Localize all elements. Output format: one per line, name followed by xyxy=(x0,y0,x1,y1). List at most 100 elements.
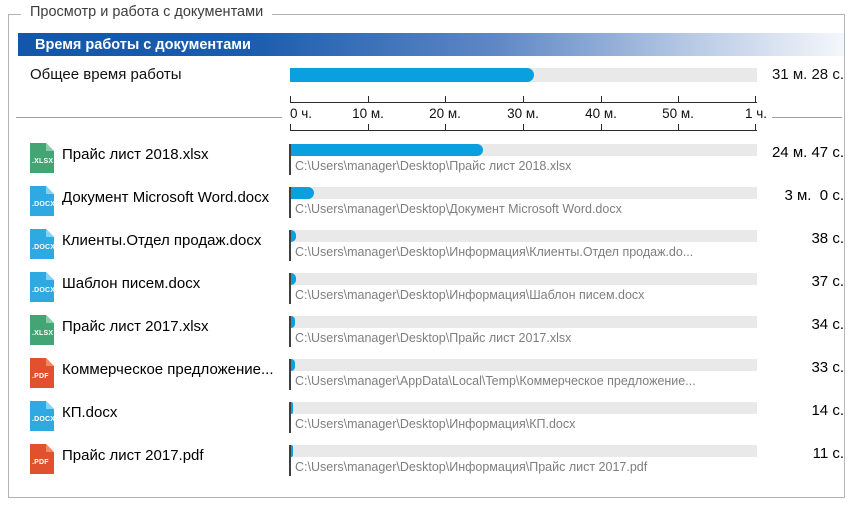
axis-tick xyxy=(445,96,446,103)
axis-tick xyxy=(523,124,524,131)
document-list: .XLSX Прайс лист 2018.xlsx C:\Users\mana… xyxy=(0,141,860,485)
axis-tick-label: 0 ч. xyxy=(290,106,313,121)
axis-zero-line xyxy=(289,359,291,390)
document-row[interactable]: .PDF Коммерческое предложение... C:\User… xyxy=(0,356,860,399)
bar-fill xyxy=(291,445,293,457)
documents-groupbox xyxy=(8,14,845,498)
axis-tick xyxy=(368,96,369,103)
axis-tick xyxy=(601,96,602,103)
document-name: Шаблон писем.docx xyxy=(62,275,201,292)
bar-track xyxy=(291,402,757,414)
file-icon-fold xyxy=(46,186,54,194)
file-type-icon: .XLSX xyxy=(30,315,54,345)
document-row[interactable]: .DOCX Документ Microsoft Word.docx C:\Us… xyxy=(0,184,860,227)
file-type-icon: .DOCX xyxy=(30,272,56,302)
file-icon-extension-label: .DOCX xyxy=(32,287,56,294)
document-row[interactable]: .DOCX КП.docx C:\Users\manager\Desktop\И… xyxy=(0,399,860,442)
document-row[interactable]: .DOCX Шаблон писем.docx C:\Users\manager… xyxy=(0,270,860,313)
bar-fill xyxy=(291,359,295,371)
file-type-icon: .DOCX xyxy=(30,186,56,216)
axis-tick xyxy=(368,124,369,131)
document-path: C:\Users\manager\Desktop\Информация\КП.d… xyxy=(295,417,576,431)
file-icon-extension-label: .DOCX xyxy=(32,244,56,251)
axis-divider-right xyxy=(772,117,842,118)
axis-zero-line xyxy=(289,230,291,261)
document-row[interactable]: .XLSX Прайс лист 2018.xlsx C:\Users\mana… xyxy=(0,141,860,184)
axis-tick-label: 30 м. xyxy=(507,106,539,121)
document-time-value: 11 с. xyxy=(812,445,844,462)
file-type-icon: .DOCX xyxy=(30,401,56,431)
axis-zero-line xyxy=(289,445,291,476)
bar-track xyxy=(291,445,757,457)
axis-tick-label: 50 м. xyxy=(662,106,694,121)
total-time-value: 31 м. 28 с. xyxy=(771,66,844,83)
document-row[interactable]: .DOCX Клиенты.Отдел продаж.docx C:\Users… xyxy=(0,227,860,270)
document-time-value: 14 с. xyxy=(811,402,844,419)
file-icon-extension-label: .DOCX xyxy=(32,201,56,208)
file-icon-fold xyxy=(46,358,54,366)
document-name: Прайс лист 2017.xlsx xyxy=(62,318,209,335)
axis-tick-label: 40 м. xyxy=(585,106,617,121)
bar-fill xyxy=(291,316,295,328)
file-type-icon: .PDF xyxy=(30,358,54,388)
bar-fill xyxy=(291,230,296,242)
file-icon-extension-label: .PDF xyxy=(32,373,49,380)
document-time-value: 33 с. xyxy=(811,359,844,376)
axis-tick xyxy=(678,96,679,103)
axis-tick-label: 10 м. xyxy=(352,106,384,121)
document-time-value: 34 с. xyxy=(811,316,844,333)
total-bar-track xyxy=(290,68,757,82)
axis-ruler-top xyxy=(290,96,757,103)
chart-header-bar: Время работы с документами xyxy=(18,33,844,56)
axis-tick xyxy=(523,96,524,103)
axis-ruler-bottom xyxy=(290,124,757,131)
file-icon-extension-label: .PDF xyxy=(32,459,49,466)
axis-zero-line xyxy=(289,144,291,175)
bar-track xyxy=(291,273,757,285)
total-bar-fill xyxy=(290,68,534,82)
total-time-label: Общее время работы xyxy=(30,66,182,83)
document-time-value: 37 с. xyxy=(811,273,844,290)
axis-tick xyxy=(290,96,291,103)
document-path: C:\Users\manager\Desktop\Информация\Шабл… xyxy=(295,288,645,302)
axis-tick-label: 20 м. xyxy=(429,106,461,121)
document-name: Прайс лист 2017.pdf xyxy=(62,447,204,464)
file-icon-fold xyxy=(46,272,54,280)
axis-divider-left xyxy=(16,117,282,118)
document-time-value: 3 м. 0 с. xyxy=(784,187,844,204)
bar-fill xyxy=(291,273,296,285)
document-name: Прайс лист 2018.xlsx xyxy=(62,146,209,163)
bar-track xyxy=(291,187,757,199)
document-name: Коммерческое предложение... xyxy=(62,361,274,378)
axis-zero-line xyxy=(289,402,291,433)
axis-tick xyxy=(601,124,602,131)
axis-zero-line xyxy=(289,316,291,347)
document-time-value: 38 с. xyxy=(811,230,844,247)
document-row[interactable]: .XLSX Прайс лист 2017.xlsx C:\Users\mana… xyxy=(0,313,860,356)
file-icon-extension-label: .XLSX xyxy=(32,158,54,165)
document-name: Документ Microsoft Word.docx xyxy=(62,189,270,206)
document-path: C:\Users\manager\Desktop\Информация\Прай… xyxy=(295,460,648,474)
document-row[interactable]: .PDF Прайс лист 2017.pdf C:\Users\manage… xyxy=(0,442,860,485)
file-type-icon: .PDF xyxy=(30,444,54,474)
axis-zero-line xyxy=(289,273,291,304)
file-icon-extension-label: .XLSX xyxy=(32,330,54,337)
file-icon-fold xyxy=(46,143,54,151)
document-path: C:\Users\manager\Desktop\Прайс лист 2018… xyxy=(295,159,572,173)
file-icon-extension-label: .DOCX xyxy=(32,416,56,423)
axis-tick xyxy=(755,124,756,131)
document-path: C:\Users\manager\Desktop\Документ Micros… xyxy=(295,202,622,216)
document-path: C:\Users\manager\Desktop\Прайс лист 2017… xyxy=(295,331,572,345)
document-name: Клиенты.Отдел продаж.docx xyxy=(62,232,262,249)
axis-tick xyxy=(755,96,756,103)
bar-track xyxy=(291,316,757,328)
bar-track xyxy=(291,230,757,242)
chart-title: Время работы с документами xyxy=(35,36,251,53)
groupbox-title: Просмотр и работа с документами xyxy=(21,4,273,20)
axis-tick xyxy=(678,124,679,131)
bar-fill xyxy=(291,402,293,414)
bar-track xyxy=(291,359,757,371)
axis-tick-label: 1 ч. xyxy=(744,106,768,121)
axis-zero-line xyxy=(289,187,291,218)
file-type-icon: .DOCX xyxy=(30,229,56,259)
